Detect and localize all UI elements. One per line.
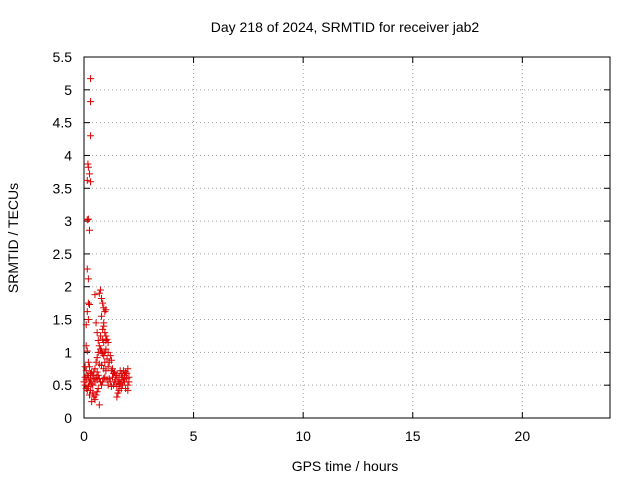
data-point <box>114 389 122 397</box>
data-point <box>81 373 89 381</box>
data-point <box>83 308 91 316</box>
y-tick-label: 2.5 <box>53 246 73 262</box>
data-point <box>83 216 91 224</box>
data-point <box>95 342 103 350</box>
y-axis-title: SRMTID / TECUs <box>5 183 21 293</box>
x-tick-label: 15 <box>405 428 421 444</box>
x-tick-label: 5 <box>190 428 198 444</box>
data-point <box>99 378 107 386</box>
data-point <box>85 300 93 308</box>
data-point <box>87 98 95 106</box>
y-tick-label: 2 <box>64 279 72 295</box>
data-point <box>101 358 109 366</box>
plot-frame <box>83 56 611 419</box>
data-point <box>91 291 99 299</box>
data-point <box>117 376 125 384</box>
y-tick-label: 0 <box>64 410 72 426</box>
y-tick-label: 5.5 <box>53 49 73 65</box>
data-point <box>87 75 95 83</box>
axis-ticks <box>83 56 610 419</box>
data-point <box>85 226 93 234</box>
data-point <box>107 382 115 390</box>
data-point <box>85 363 93 371</box>
data-point <box>113 393 121 401</box>
data-point <box>112 371 120 379</box>
y-tick-label: 1 <box>64 344 72 360</box>
data-point <box>92 319 100 327</box>
data-point <box>95 289 103 297</box>
data-point <box>101 329 109 337</box>
data-point <box>116 367 124 375</box>
data-point <box>87 132 95 140</box>
data-point <box>93 388 101 396</box>
x-tick-label: 0 <box>80 428 88 444</box>
data-point <box>106 352 114 360</box>
data-point <box>84 215 92 223</box>
y-tick-label: 3.5 <box>53 180 73 196</box>
data-point <box>92 391 100 399</box>
data-point <box>83 265 91 273</box>
data-point <box>102 306 110 314</box>
data-point <box>95 401 103 409</box>
data-point <box>93 354 101 362</box>
y-tick-label: 4 <box>64 147 72 163</box>
data-point <box>111 378 119 386</box>
data-point <box>100 322 108 330</box>
data-point <box>94 337 102 345</box>
data-point <box>124 386 132 394</box>
data-point <box>98 381 106 389</box>
data-point <box>84 275 92 283</box>
data-point <box>83 347 91 355</box>
data-point <box>104 363 112 371</box>
y-tick-label: 1.5 <box>53 312 73 328</box>
data-point <box>87 369 95 377</box>
data-point <box>96 286 104 294</box>
data-point <box>107 367 115 375</box>
data-point <box>85 170 93 178</box>
y-tick-label: 3 <box>64 213 72 229</box>
data-point <box>94 384 102 392</box>
data-point <box>84 316 92 324</box>
y-tick-labels: 0 0.5 1 1.5 2 2.5 3 3.5 4 4.5 5 5.5 <box>53 49 73 426</box>
data-point <box>93 329 101 337</box>
data-point <box>87 386 95 394</box>
data-point <box>84 299 92 307</box>
data-point <box>85 391 93 399</box>
data-point <box>87 178 95 186</box>
y-tick-label: 4.5 <box>53 115 73 131</box>
data-point <box>99 299 107 307</box>
data-point <box>82 367 90 375</box>
data-point <box>102 337 110 345</box>
data-point <box>125 378 133 386</box>
data-point <box>104 381 112 389</box>
data-point <box>84 358 92 366</box>
data-point <box>88 368 96 376</box>
data-point <box>100 352 108 360</box>
data-point <box>84 163 92 171</box>
data-point <box>98 295 106 303</box>
chart-title: Day 218 of 2024, SRMTID for receiver jab… <box>211 19 480 35</box>
data-point <box>80 378 88 386</box>
x-tick-label: 10 <box>295 428 311 444</box>
data-point <box>82 342 90 350</box>
grid-lines <box>84 57 610 418</box>
data-point <box>123 369 131 377</box>
data-points <box>80 75 133 409</box>
data-point <box>81 381 89 389</box>
data-point <box>91 365 99 373</box>
data-point <box>98 312 106 320</box>
x-tick-label: 20 <box>515 428 531 444</box>
y-tick-label: 5 <box>64 82 72 98</box>
y-tick-label: 0.5 <box>53 377 73 393</box>
data-point <box>124 365 132 373</box>
data-point <box>88 398 96 406</box>
data-point <box>82 321 90 329</box>
data-point <box>94 348 102 356</box>
data-point <box>96 332 104 340</box>
data-point <box>83 176 91 184</box>
x-axis-title: GPS time / hours <box>292 458 399 474</box>
data-point <box>105 375 113 383</box>
x-tick-labels: 0 5 10 15 20 <box>80 428 530 444</box>
